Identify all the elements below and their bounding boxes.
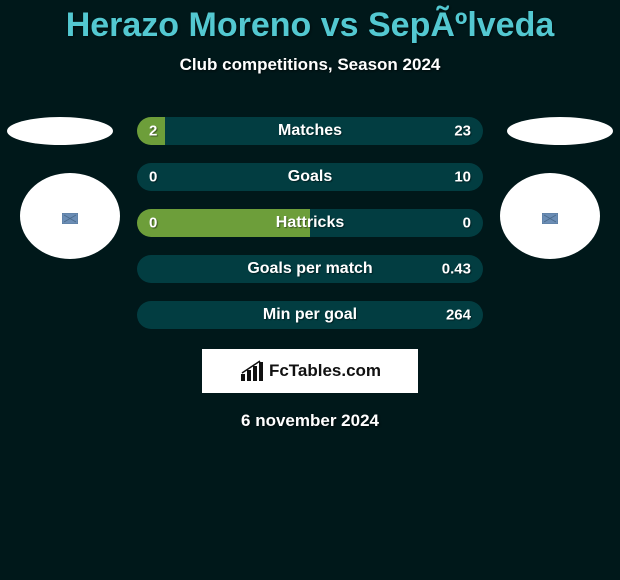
stat-value-right: 23 [454,123,471,140]
stat-value-right: 10 [454,169,471,186]
stat-value-left: 0 [149,169,157,186]
player-right-ellipse [507,117,613,145]
stat-label: Goals per match [247,260,372,278]
stat-value-left: 0 [149,215,157,232]
stat-value-right: 0.43 [442,261,471,278]
branding-text: FcTables.com [269,361,381,381]
stat-label: Goals [288,168,332,186]
subtitle: Club competitions, Season 2024 [0,55,620,75]
stat-value-right: 264 [446,307,471,324]
stat-label: Hattricks [276,214,344,232]
snapshot-date: 6 november 2024 [0,411,620,431]
stat-row: Goals 0 10 [137,163,483,191]
stat-value-left: 2 [149,123,157,140]
stat-row: Min per goal 264 [137,301,483,329]
stat-label: Matches [278,122,342,140]
player-right-badge [500,173,600,259]
branding-box: FcTables.com [202,349,418,393]
stat-row: Goals per match 0.43 [137,255,483,283]
player-left-ellipse [7,117,113,145]
flag-icon [542,211,558,222]
stat-label: Min per goal [263,306,357,324]
player-left-badge [20,173,120,259]
branding-chart-icon [239,360,265,382]
flag-icon [62,211,78,222]
stat-row: Matches 2 23 [137,117,483,145]
comparison-body: Matches 2 23 Goals 0 10 Hattricks 0 0 Goals per m… [0,117,620,431]
stat-row: Hattricks 0 0 [137,209,483,237]
stat-value-right: 0 [463,215,471,232]
stats-bars: Matches 2 23 Goals 0 10 Hattricks 0 0 Goals per m… [137,117,483,329]
comparison-title: Herazo Moreno vs SepÃºlveda [0,0,620,45]
